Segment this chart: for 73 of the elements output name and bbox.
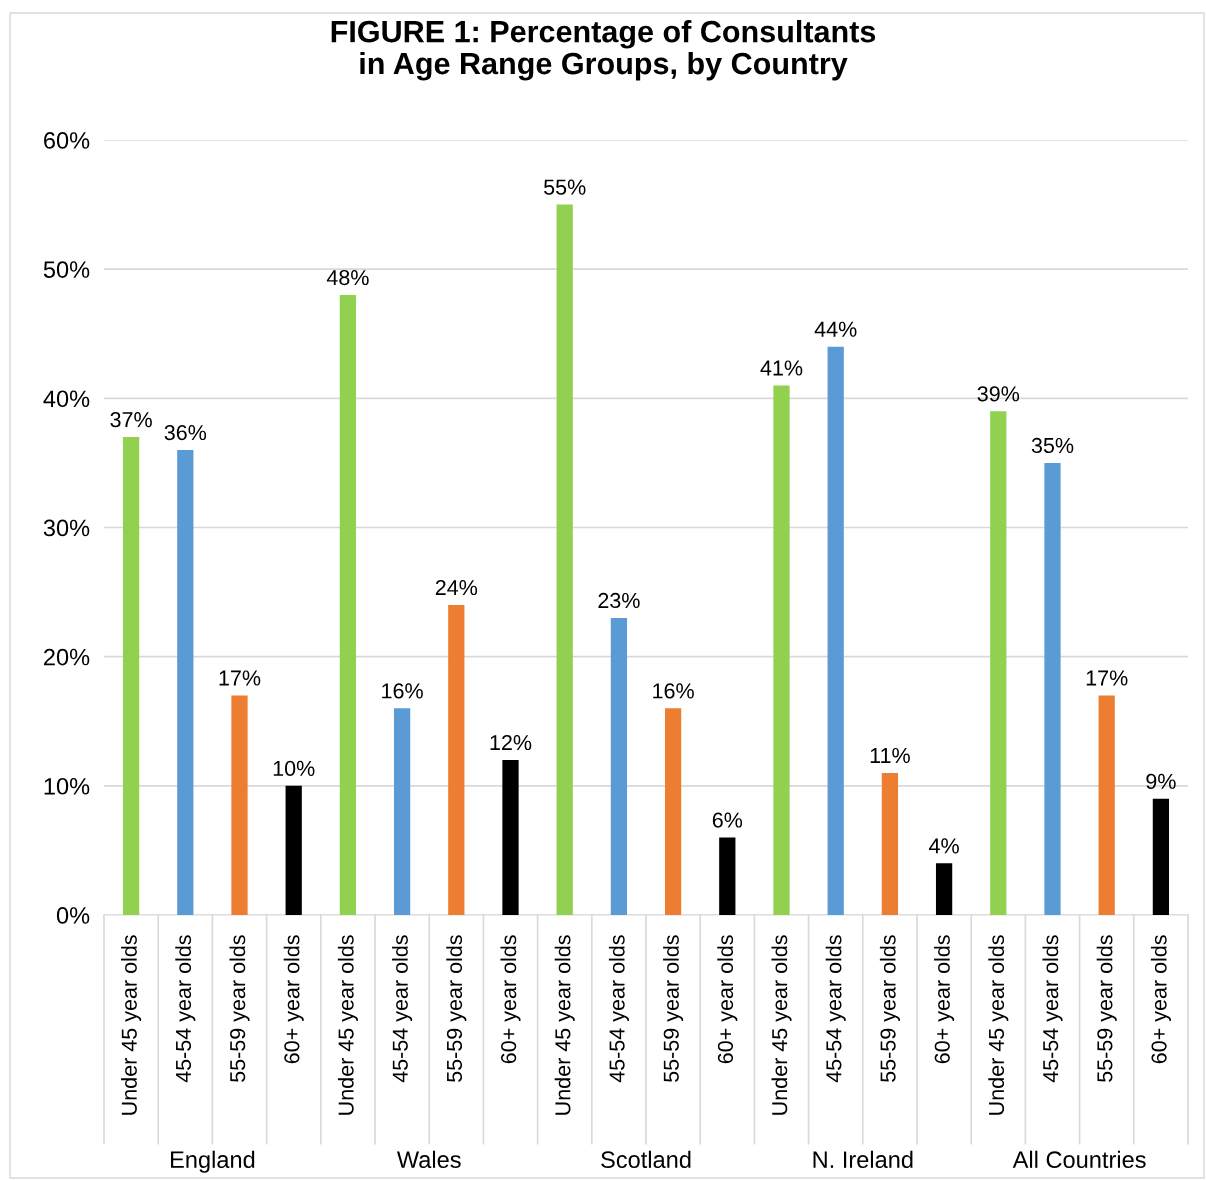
bar [881, 772, 899, 915]
data-label: 16% [382, 683, 423, 699]
data-label: 37% [110, 412, 152, 428]
x-tick-label: 45-54 year olds [825, 935, 846, 1083]
text: England [171, 1150, 255, 1173]
data-label: 6% [712, 812, 743, 828]
y-tick-label: 20% [44, 648, 90, 666]
x-tick-label: 60+ year olds [500, 935, 521, 1064]
y-tick-label: 50% [43, 261, 90, 278]
y-tick-label: 60% [44, 132, 90, 149]
data-label: 36% [164, 424, 207, 441]
bar [935, 863, 953, 915]
x-tick-label: 55-59 year olds [446, 935, 467, 1082]
chart-title: FIGURE 1: Percentage of Consultants in Age Range Groups, by Country [331, 20, 876, 81]
bar [1152, 798, 1170, 915]
bar [122, 437, 140, 915]
data-label: 23% [598, 592, 640, 609]
data-label: 39% [977, 386, 1020, 402]
x-tick-label: 55-59 year olds [229, 935, 250, 1082]
data-label: 12% [490, 734, 532, 751]
x-tick-label: 55-59 year olds [1096, 935, 1117, 1082]
data-label: 17% [219, 670, 261, 686]
y-tick-label: 10% [44, 777, 90, 795]
x-tick-label: Under 45 year olds [988, 935, 1009, 1115]
x-tick-label: 45-54 year olds [392, 935, 413, 1083]
x-tick-label: 55-59 year olds [663, 935, 684, 1082]
x-tick-label: 45-54 year olds [175, 935, 196, 1083]
bar [719, 837, 736, 915]
data-label: 10% [273, 760, 315, 777]
data-label: 17% [1086, 670, 1128, 686]
y-tick-label: 40% [43, 390, 90, 408]
text: Wales [396, 1150, 461, 1169]
y-tick-label: 30% [43, 519, 90, 537]
bar [339, 295, 357, 915]
y-tick-label: 0% [56, 907, 90, 924]
bar [393, 708, 411, 915]
x-tick-label: 45-54 year olds [608, 935, 629, 1083]
bar [448, 605, 465, 915]
data-label: 48% [326, 269, 369, 286]
x-tick-label: 60+ year olds [717, 935, 738, 1064]
data-label: 44% [814, 321, 857, 337]
bar [1098, 695, 1115, 915]
x-tick-label: Under 45 year olds [121, 935, 142, 1115]
data-label: 4% [929, 838, 959, 854]
bar [231, 695, 248, 915]
text: N. Ireland [813, 1150, 913, 1169]
text: All Countries [1012, 1150, 1146, 1169]
x-tick-label: 60+ year olds [283, 935, 304, 1064]
bar [664, 708, 682, 915]
bar [502, 760, 519, 915]
bar [610, 617, 628, 915]
text: Scotland [601, 1150, 691, 1169]
data-label: 9% [1146, 773, 1176, 789]
bar [1044, 462, 1061, 915]
data-label: 41% [760, 360, 803, 376]
x-tick-label: Under 45 year olds [337, 935, 358, 1115]
data-label: 35% [1031, 437, 1074, 454]
bar [827, 346, 844, 915]
bar [773, 385, 790, 915]
x-tick-label: 45-54 year olds [1042, 935, 1063, 1083]
x-tick-label: 60+ year olds [1150, 935, 1171, 1064]
bar [990, 411, 1007, 915]
x-tick-label: 60+ year olds [934, 935, 955, 1064]
x-tick-label: Under 45 year olds [554, 935, 575, 1115]
x-tick-label: Under 45 year olds [771, 935, 792, 1115]
data-label: 24% [435, 579, 478, 596]
bar [285, 785, 302, 915]
x-tick-label: 55-59 year olds [879, 935, 900, 1082]
bar [177, 450, 194, 915]
data-label: 11% [870, 747, 910, 764]
bar [556, 204, 573, 915]
data-label: 55% [544, 179, 586, 195]
data-label: 16% [653, 683, 694, 699]
